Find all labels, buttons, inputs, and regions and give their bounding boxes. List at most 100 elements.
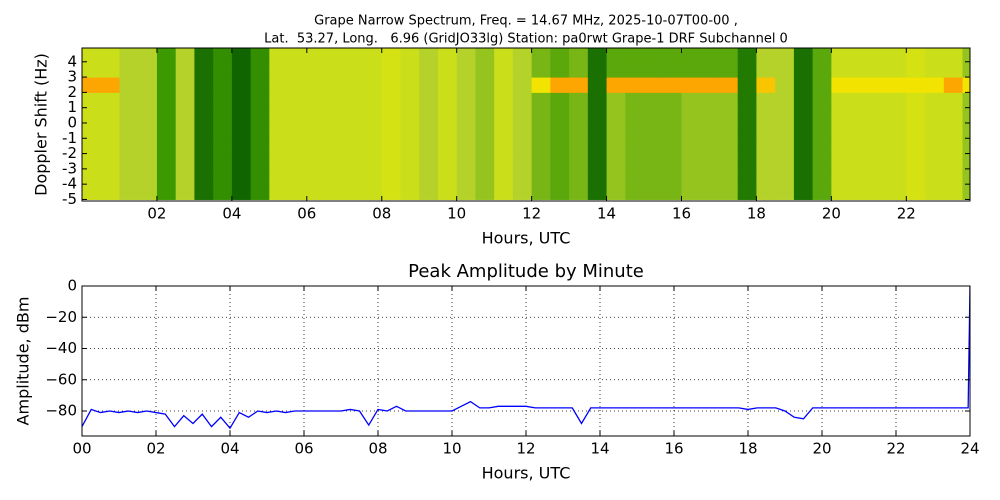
heatmap-cell (812, 48, 832, 63)
heatmap-cell (550, 138, 570, 155)
heatmap-cell (681, 122, 701, 139)
heatmap-cell (119, 138, 139, 155)
heatmap-cell (119, 77, 139, 93)
heatmap-cell (700, 107, 720, 124)
heatmap-cell (718, 48, 739, 63)
x-tick-label: 20 (812, 440, 831, 458)
heatmap-cell (925, 122, 945, 139)
heatmap-cell (100, 48, 120, 63)
heatmap-cell (194, 122, 214, 139)
heatmap-cell (288, 122, 308, 139)
heatmap-cell (175, 122, 195, 139)
heatmap-cell (419, 184, 439, 200)
heatmap-cell (943, 122, 964, 139)
heatmap-cell (831, 107, 851, 124)
heatmap-cell (718, 107, 739, 124)
heatmap-cell (906, 153, 926, 170)
heatmap-cell (793, 168, 814, 185)
heatmap-cell (400, 48, 420, 63)
heatmap-cell (288, 138, 308, 155)
heatmap-cell (850, 107, 870, 124)
heatmap-cell (381, 77, 401, 93)
heatmap-cell (662, 77, 682, 93)
heatmap-cell (550, 77, 570, 93)
heatmap-cell (625, 107, 645, 124)
heatmap-cell (962, 122, 970, 139)
heatmap-cell (644, 184, 664, 200)
heatmap-cell (494, 107, 514, 124)
heatmap-cell (625, 153, 645, 170)
heatmap-cell (644, 138, 664, 155)
heatmap-cell (737, 107, 757, 124)
heatmap-cell (494, 61, 514, 78)
heatmap-cell (437, 153, 458, 170)
heatmap-cell (475, 77, 495, 93)
heatmap-cell (269, 77, 289, 93)
x-tick-label: 08 (368, 440, 387, 458)
heatmap-cell (194, 92, 214, 109)
heatmap-cell (925, 184, 945, 200)
heatmap-cell (962, 153, 970, 170)
y-tick-label: −80 (45, 402, 77, 420)
heatmap-cell (231, 92, 252, 109)
heatmap-cell (512, 138, 533, 155)
heatmap-cell (737, 153, 757, 170)
heatmap-cell (119, 184, 139, 200)
heatmap-cell (381, 122, 401, 139)
heatmap-cell (194, 61, 214, 78)
heatmap-cell (231, 107, 252, 124)
heatmap-cell (213, 48, 233, 63)
heatmap-cell (850, 138, 870, 155)
heatmap-cell (812, 107, 832, 124)
heatmap-cell (587, 61, 608, 78)
heatmap-cell (456, 61, 476, 78)
heatmap-cell (887, 92, 907, 109)
heatmap-cell (456, 153, 476, 170)
heatmap-cell (887, 138, 907, 155)
heatmap-cell (756, 122, 776, 139)
heatmap-cell (512, 61, 533, 78)
heatmap-cell (925, 77, 945, 93)
heatmap-cell (793, 122, 814, 139)
heatmap-cell (381, 138, 401, 155)
heatmap-cell (700, 48, 720, 63)
y-axis-label: Doppler Shift (Hz) (32, 53, 51, 196)
heatmap-cell (363, 122, 383, 139)
heatmap-cell (175, 107, 195, 124)
heatmap-cell (325, 184, 345, 200)
heatmap-cell (906, 107, 926, 124)
heatmap-cell (306, 168, 327, 185)
heatmap-cell (775, 77, 795, 93)
heatmap-cell (850, 153, 870, 170)
heatmap-cell (363, 168, 383, 185)
heatmap-cell (156, 168, 177, 185)
heatmap-cell (531, 107, 551, 124)
heatmap-cell (475, 153, 495, 170)
heatmap-cell (812, 77, 832, 93)
heatmap-cell (606, 77, 626, 93)
heatmap-cell (906, 77, 926, 93)
heatmap-cell (887, 184, 907, 200)
heatmap-cell (662, 138, 682, 155)
heatmap-cell (569, 107, 589, 124)
heatmap-cell (119, 168, 139, 185)
heatmap-cell (456, 107, 476, 124)
heatmap-cell (100, 184, 120, 200)
heatmap-cell (531, 77, 551, 93)
heatmap-cell (156, 153, 177, 170)
heatmap-cell (850, 77, 870, 93)
heatmap-cell (82, 92, 102, 109)
x-tick-label: 18 (738, 440, 757, 458)
heatmap-cell (456, 122, 476, 139)
heatmap-cell (793, 107, 814, 124)
heatmap-cell (550, 61, 570, 78)
heatmap-cell (550, 48, 570, 63)
heatmap-cell (400, 184, 420, 200)
heatmap-cell (344, 122, 364, 139)
heatmap-cell (925, 168, 945, 185)
heatmap-cell (512, 122, 533, 139)
heatmap-cell (344, 48, 364, 63)
heatmap-cell (550, 107, 570, 124)
heatmap-cell (662, 48, 682, 63)
x-tick-label: 06 (294, 440, 313, 458)
